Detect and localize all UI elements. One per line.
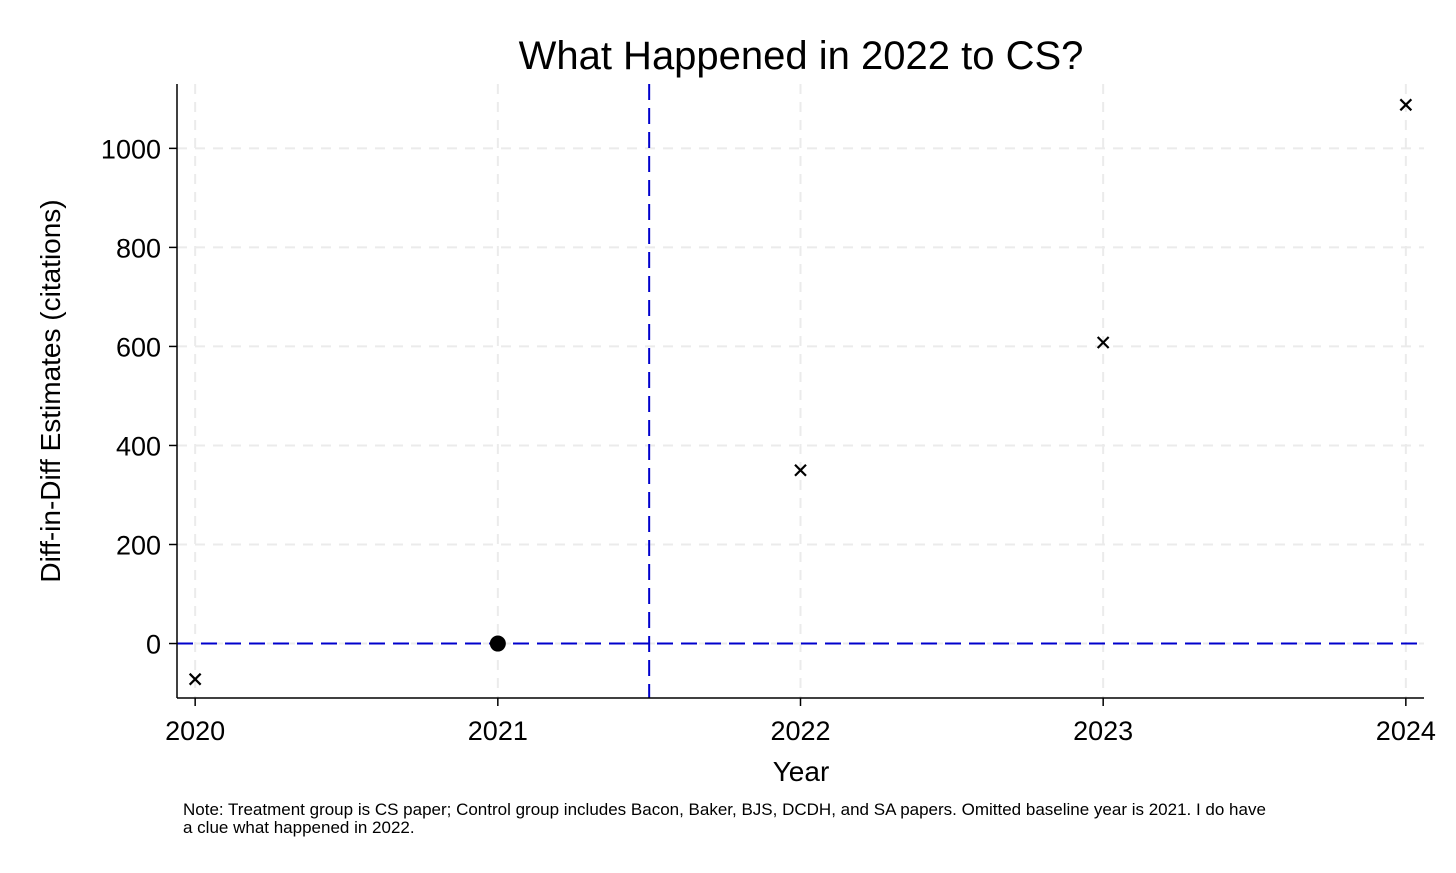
data-point-2024 (1399, 98, 1413, 112)
note-line-2: a clue what happened in 2022. (183, 818, 415, 837)
x-ticks: 2020 2021 2022 2023 2024 (165, 698, 1436, 746)
y-tick-label-600: 600 (116, 332, 161, 362)
data-point-2021 (489, 635, 506, 652)
data-point-stroke (794, 463, 807, 477)
chart-title: What Happened in 2022 to CS? (519, 34, 1084, 78)
y-tick-label-200: 200 (116, 531, 161, 561)
note-line-1: Note: Treatment group is CS paper; Contr… (183, 800, 1266, 819)
x-tick-label-2024: 2024 (1376, 716, 1436, 746)
y-ticks: 0 200 400 600 800 1000 (101, 134, 177, 660)
data-point-2023 (1096, 336, 1110, 349)
y-tick-label-1000: 1000 (101, 134, 161, 164)
x-axis-title: Year (773, 756, 830, 787)
y-tick-label-400: 400 (116, 431, 161, 461)
data-points (188, 98, 1413, 686)
reference-lines (177, 84, 1424, 698)
x-tick-label-2021: 2021 (468, 716, 528, 746)
grid (177, 84, 1424, 698)
x-tick-label-2022: 2022 (770, 716, 830, 746)
data-point-stroke (1399, 98, 1413, 112)
x-tick-label-2020: 2020 (165, 716, 225, 746)
data-point-stroke (188, 672, 202, 686)
x-tick-label-2023: 2023 (1073, 716, 1133, 746)
data-point-stroke (1096, 336, 1110, 349)
data-point-2020 (188, 672, 202, 686)
y-tick-label-0: 0 (146, 630, 161, 660)
y-axis-title: Diff-in-Diff Estimates (citations) (35, 199, 66, 582)
y-tick-label-800: 800 (116, 233, 161, 263)
data-point-2022 (794, 463, 807, 477)
